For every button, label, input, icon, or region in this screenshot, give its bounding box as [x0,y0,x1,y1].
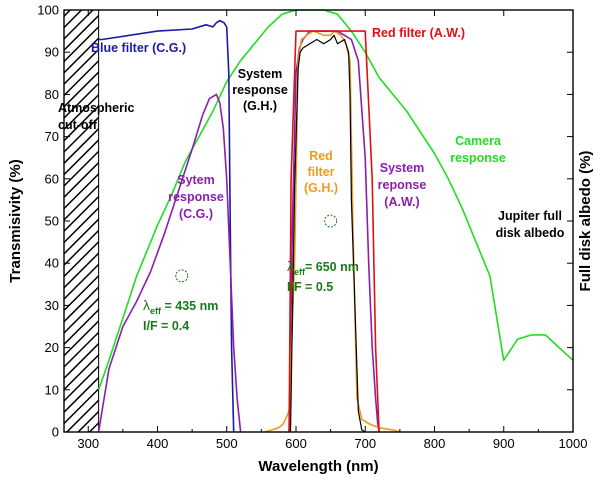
y-tick-label-10: 10 [45,382,59,397]
annotation-12: Sytem [177,173,215,187]
eff-if-1: I/F = 0.5 [287,280,333,294]
y-tick-label-30: 30 [45,298,59,313]
y-tick-label-90: 90 [45,45,59,60]
x-tick-label-500: 500 [216,436,238,451]
y-tick-label-20: 20 [45,340,59,355]
x-tick-label-700: 700 [354,436,376,451]
plot-frame [63,9,574,433]
eff-marker-1 [324,214,338,228]
annotation-14: (C.G.) [179,207,213,221]
y-tick-label-60: 60 [45,171,59,186]
eff-marker-0 [175,269,189,283]
series-system-response-g-h [289,34,366,433]
annotation-18: Jupiter full [498,209,562,223]
y-tick-label-80: 80 [45,87,59,102]
annotation-5: response [232,83,288,97]
annotation-17: (A.W.) [384,195,419,209]
x-tick-label-1000: 1000 [559,436,588,451]
annotation-4: System [238,67,282,81]
series-red-filter-g-h [264,30,401,433]
eff-sub-0: eff [150,306,162,316]
annotation-1: Red filter (A.W.) [372,26,465,40]
annotation-19: disk albedo [496,226,565,240]
annotation-11: (G.H.) [304,181,338,195]
y-tick-label-100: 100 [37,3,59,18]
y-axis-title: Transmisivity (%) [7,159,24,282]
eff-value-0: = 435 nm [161,299,218,313]
eff-if-0: I/F = 0.4 [143,319,189,333]
annotation-8: response [450,151,506,165]
annotation-0: Blue filter (C.G.) [91,41,186,55]
eff-lambda-1: λ [287,258,294,274]
y2-axis-title: Full disk albedo (%) [577,151,594,292]
eff-value-1: = 650 nm [305,260,359,274]
y-tick-label-70: 70 [45,129,59,144]
annotation-10: filter [307,165,334,179]
series-camera-response [97,9,574,391]
x-axis-title: Wavelength (nm) [258,458,378,475]
series-sytem-reponse-a-w [288,30,380,433]
eff-sub-1: eff [294,267,306,277]
series-red-filter-a-w [288,30,380,433]
y-tick-label-0: 0 [52,425,59,440]
x-tick-label-600: 600 [285,436,307,451]
eff-label-1: λeff= 650 nm [287,258,359,277]
annotation-2: Atmospheric [58,101,134,115]
x-tick-label-900: 900 [493,436,515,451]
eff-lambda-0: λ [143,297,150,313]
y-tick-label-40: 40 [45,256,59,271]
eff-label-0: λeff = 435 nm [143,297,218,316]
x-tick-label-300: 300 [77,436,99,451]
annotation-7: Camera [455,134,502,148]
annotation-16: reponse [378,178,427,192]
series-blue-filter-c-g [98,19,235,433]
series-sytem-response-c-g [97,93,242,433]
y-tick-label-50: 50 [45,214,59,229]
x-tick-label-800: 800 [424,436,446,451]
annotation-13: response [168,190,224,204]
annotation-3: cut-off [58,118,98,132]
annotation-6: (G.H.) [243,99,277,113]
x-tick-label-400: 400 [147,436,169,451]
annotation-9: Red [309,149,333,163]
annotation-15: System [380,161,424,175]
